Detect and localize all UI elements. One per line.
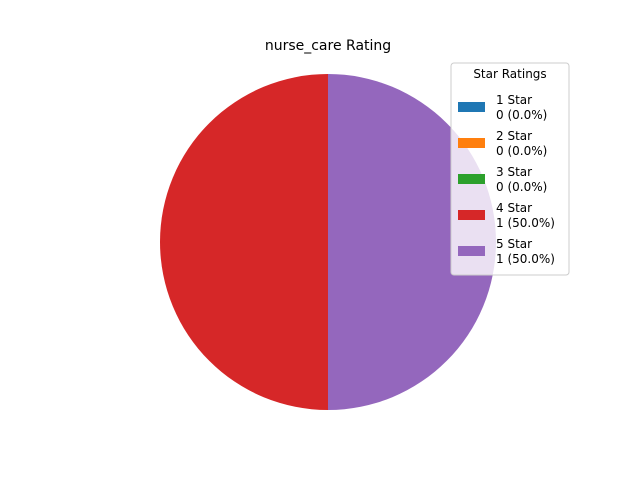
legend-swatch-1-star bbox=[458, 102, 485, 112]
legend-label-2-star: 2 Star bbox=[496, 129, 532, 143]
pie-slices bbox=[160, 74, 496, 410]
legend-title: Star Ratings bbox=[473, 67, 546, 81]
legend-value-2-star: 0 (0.0%) bbox=[496, 144, 547, 158]
legend-swatch-4-star bbox=[458, 210, 485, 220]
legend-label-1-star: 1 Star bbox=[496, 93, 532, 107]
legend-frame bbox=[450, 62, 570, 276]
legend-swatch-3-star bbox=[458, 174, 485, 184]
legend-label-3-star: 3 Star bbox=[496, 165, 532, 179]
legend-value-3-star: 0 (0.0%) bbox=[496, 180, 547, 194]
legend-value-5-star: 1 (50.0%) bbox=[496, 252, 555, 266]
legend-swatch-5-star bbox=[458, 246, 485, 256]
legend-swatch-2-star bbox=[458, 138, 485, 148]
legend-value-4-star: 1 (50.0%) bbox=[496, 216, 555, 230]
legend-value-1-star: 0 (0.0%) bbox=[496, 108, 547, 122]
legend-label-5-star: 5 Star bbox=[496, 237, 532, 251]
pie-slice-4-star bbox=[160, 74, 328, 410]
legend-label-4-star: 4 Star bbox=[496, 201, 532, 215]
chart-title: nurse_care Rating bbox=[265, 38, 391, 54]
